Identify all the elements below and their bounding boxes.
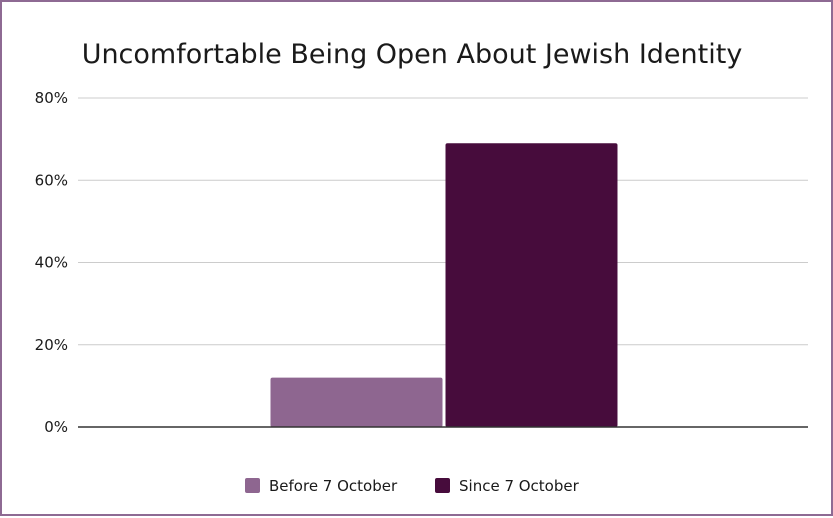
legend-swatch xyxy=(435,478,450,493)
y-tick-label: 0% xyxy=(44,418,68,436)
y-tick-label: 40% xyxy=(35,254,68,272)
legend-label: Before 7 October xyxy=(269,477,398,495)
bar-since-7-october xyxy=(445,143,618,428)
legend: Before 7 October Since 7 October xyxy=(245,477,580,495)
bars xyxy=(270,143,618,428)
legend-label: Since 7 October xyxy=(459,477,580,495)
y-tick-label: 20% xyxy=(35,336,68,354)
y-tick-label: 80% xyxy=(35,89,68,107)
y-axis-ticks: 0% 20% 40% 60% 80% xyxy=(35,89,68,436)
gridlines xyxy=(78,97,808,346)
bar-before-7-october xyxy=(270,377,443,427)
legend-swatch xyxy=(245,478,260,493)
chart-title: Uncomfortable Being Open About Jewish Id… xyxy=(82,39,743,70)
y-tick-label: 60% xyxy=(35,171,68,189)
